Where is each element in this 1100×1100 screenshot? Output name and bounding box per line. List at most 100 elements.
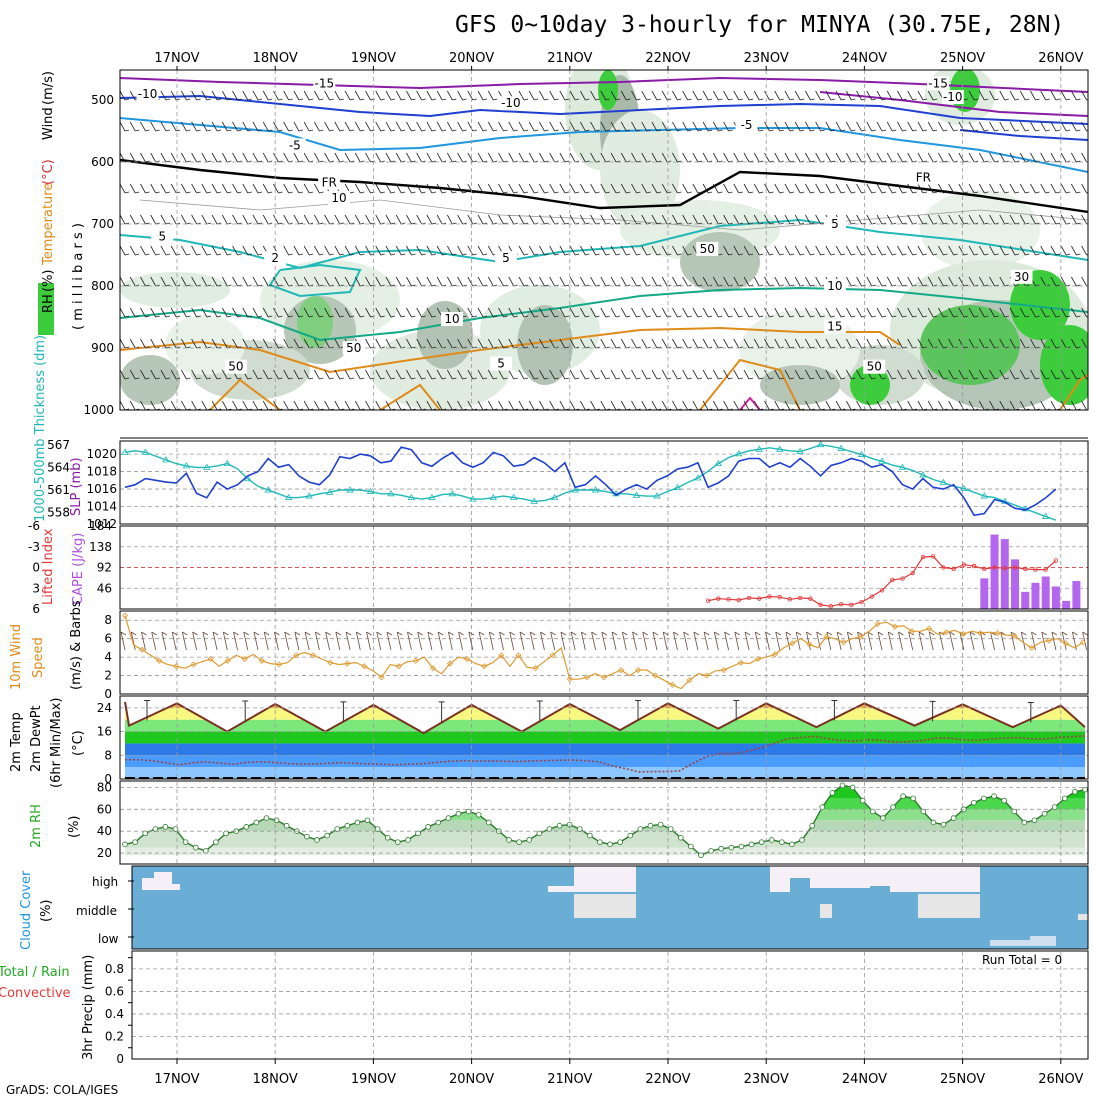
wind10-speed-point (293, 652, 300, 659)
upper-wind-barb (610, 338, 621, 349)
cloud-block (820, 904, 832, 918)
temperature-contour (268, 263, 362, 298)
rh-point (1041, 810, 1048, 817)
upper-wind-barb (876, 214, 887, 225)
upper-wind-barb (334, 121, 344, 132)
upper-wind-barb (477, 214, 488, 225)
wind10-barb (345, 631, 352, 651)
upper-wind-barb (825, 338, 835, 349)
upper-wind-barb (221, 369, 232, 380)
upper-wind-barb (784, 369, 795, 380)
upper-wind-barb (549, 90, 559, 101)
upper-wind-barb (580, 338, 590, 349)
cape-bar (1072, 581, 1081, 609)
wind10-barb (560, 631, 567, 651)
upper-wind-barb (518, 183, 529, 194)
upper-wind-barb (600, 369, 610, 380)
upper-wind-barb (549, 245, 559, 256)
upper-wind-barb (293, 121, 304, 132)
upper-wind-barb (416, 307, 426, 318)
upper-wind-barb (365, 121, 375, 132)
rh-point (688, 843, 694, 850)
temperature-panel-ticks: 24 16 8 0 (97, 701, 112, 786)
upper-wind-barb (1040, 245, 1050, 256)
wind10-barb (611, 631, 618, 651)
upper-wind-barb (365, 276, 375, 287)
upper-wind-barb (283, 183, 293, 194)
wind10-speed-point (686, 677, 693, 684)
upper-wind-barb (1071, 307, 1081, 318)
precip-panel-ticks: 0.8 0.6 0.4 0.2 0 (105, 962, 124, 1066)
upper-wind-barb (344, 276, 355, 287)
upper-wind-barb (866, 121, 876, 132)
rh-point (587, 832, 593, 839)
upper-wind-barb (968, 245, 979, 256)
cape-bar (1021, 591, 1030, 609)
upper-wind-barb (712, 121, 723, 132)
contour-label-box (224, 359, 247, 374)
upper-wind-barb (743, 183, 754, 194)
upper-ylabel-rh-unit: (%) (41, 270, 56, 293)
upper-wind-barb (815, 121, 825, 132)
rh-panel-grid (120, 782, 1088, 864)
upper-wind-barb (518, 214, 529, 225)
thickness-tick-label: 558 (47, 506, 70, 520)
upper-wind-barb (753, 183, 764, 194)
rh-point (465, 808, 472, 815)
rh-point (1061, 795, 1068, 802)
upper-wind-barb (712, 90, 723, 101)
thickness-point (203, 463, 211, 470)
upper-wind-barb (539, 121, 549, 132)
rh-shading (680, 232, 760, 292)
cape-bar (1031, 582, 1040, 609)
upper-wind-barb (1050, 307, 1061, 318)
wind10-barb (447, 631, 454, 651)
upper-wind-barb (764, 214, 774, 225)
upper-wind-barb (651, 369, 662, 380)
upper-wind-barb (733, 183, 743, 194)
wind10-speed-point (600, 674, 608, 681)
upper-wind-barb (1019, 183, 1030, 194)
contour-label-box (1010, 269, 1033, 284)
upper-wind-barb (232, 307, 242, 318)
upper-wind-barb (181, 338, 191, 349)
upper-wind-barb (743, 276, 754, 287)
upper-wind-barb (498, 338, 508, 349)
contour-label-box (490, 356, 513, 371)
upper-wind-barb (385, 121, 396, 132)
upper-wind-barb (129, 121, 140, 132)
wind10-barb (284, 631, 290, 651)
cape-tick-label: 46 (97, 581, 112, 595)
upper-wind-barb (702, 90, 713, 101)
upper-wind-barb (539, 276, 549, 287)
cloud-block (918, 894, 980, 918)
upper-wind-barb (344, 152, 355, 163)
wind10-speed-point (224, 657, 231, 664)
upper-wind-barb (958, 183, 968, 194)
upper-wind-barb (559, 183, 569, 194)
upper-wind-barb (344, 90, 355, 101)
rh-point (324, 832, 330, 839)
upper-wind-barb (999, 90, 1009, 101)
upper-wind-barb (805, 214, 815, 225)
wind10-barb (253, 631, 260, 651)
upper-wind-barb (314, 369, 324, 380)
upper-wind-barb (314, 90, 324, 101)
rh-point (819, 804, 826, 810)
upper-wind-barb (712, 307, 723, 318)
cloud-block (172, 884, 180, 890)
upper-wind-barb (201, 369, 211, 380)
wind10-speed-point (635, 666, 642, 674)
upper-wind-barb (1030, 338, 1040, 349)
wind-tick-label: 8 (104, 613, 112, 627)
rh-point (597, 839, 603, 845)
upper-wind-barb (753, 307, 764, 318)
upper-wind-barb (191, 369, 201, 380)
rh-point (677, 834, 684, 841)
upper-wind-barb (539, 214, 549, 225)
upper-wind-barb (252, 338, 263, 349)
upper-wind-barb (600, 121, 610, 132)
upper-wind-barb (273, 152, 283, 163)
upper-wind-barb (232, 152, 242, 163)
upper-wind-barb (129, 307, 140, 318)
